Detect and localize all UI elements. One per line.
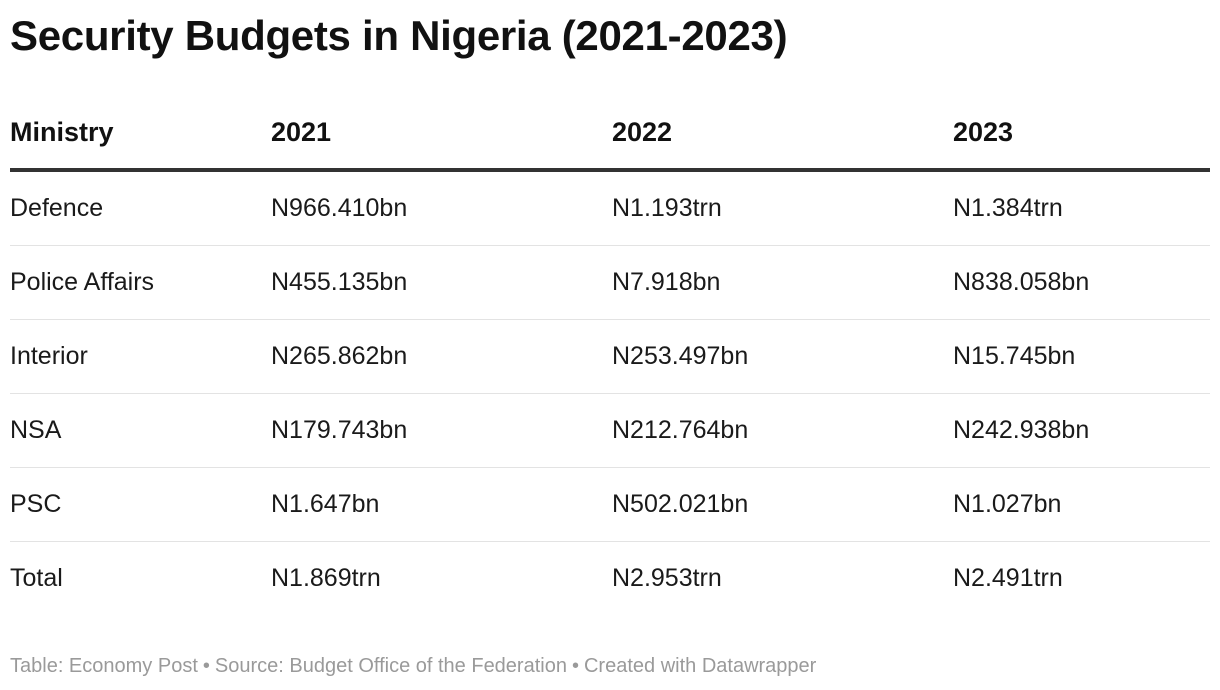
table-row: Defence N966.410bn N1.193trn N1.384trn bbox=[10, 170, 1210, 246]
value-cell-2022: N7.918bn bbox=[612, 245, 953, 320]
value-cell-2023: N2.491trn bbox=[953, 564, 1063, 592]
value-cell-2022: N1.193trn bbox=[612, 170, 953, 246]
value-cell-2021: N966.410bn bbox=[271, 170, 612, 246]
value-cell-2022: N253.497bn bbox=[612, 319, 953, 394]
ministry-cell: Total bbox=[10, 564, 63, 592]
value-cell-2021: N179.743bn bbox=[271, 393, 612, 468]
datawrapper-credit[interactable]: Created with Datawrapper bbox=[583, 655, 817, 677]
column-header-2022[interactable]: 2022 bbox=[612, 97, 953, 172]
table-row: Police Affairs N455.135bn N7.918bn N838.… bbox=[10, 245, 1210, 320]
value-cell-2022: N2.953trn bbox=[612, 564, 722, 592]
ministry-cell: PSC bbox=[10, 467, 271, 542]
column-header-ministry[interactable]: Ministry bbox=[10, 97, 271, 172]
ministry-cell: Defence bbox=[10, 170, 271, 246]
value-cell-2021: N455.135bn bbox=[271, 245, 612, 320]
table-row: PSC N1.647bn N502.021bn N1.027bn bbox=[10, 467, 1210, 542]
ministry-cell: Police Affairs bbox=[10, 245, 271, 320]
value-cell-2023: N1.027bn bbox=[953, 467, 1210, 542]
value-cell-2022: N212.764bn bbox=[612, 393, 953, 468]
table-credit: Table: Economy Post bbox=[10, 655, 198, 677]
value-cell-2023: N1.384trn bbox=[953, 170, 1210, 246]
chart-title: Security Budgets in Nigeria (2021-2023) bbox=[10, 12, 788, 59]
table-row: NSA N179.743bn N212.764bn N242.938bn bbox=[10, 393, 1210, 468]
value-cell-2021: N265.862bn bbox=[271, 319, 612, 394]
footer-separator: • bbox=[571, 655, 579, 677]
column-header-2021[interactable]: 2021 bbox=[271, 97, 612, 172]
table-row-total: Total N1.869trn N2.953trn N2.491trn bbox=[10, 542, 1210, 616]
table-header-row: Ministry 2021 2022 2023 bbox=[10, 97, 1210, 172]
column-header-2023[interactable]: 2023 bbox=[953, 97, 1210, 172]
ministry-cell: NSA bbox=[10, 393, 271, 468]
source-credit: Source: Budget Office of the Federation bbox=[214, 655, 567, 677]
footer-separator: • bbox=[202, 655, 210, 677]
chart-footer: Table: Economy Post • Source: Budget Offic… bbox=[10, 654, 816, 678]
value-cell-2023: N242.938bn bbox=[953, 393, 1210, 468]
value-cell-2023: N15.745bn bbox=[953, 319, 1210, 394]
value-cell-2021: N1.869trn bbox=[271, 564, 381, 592]
value-cell-2021: N1.647bn bbox=[271, 467, 612, 542]
budget-table: Ministry 2021 2022 2023 Defence N966.410… bbox=[10, 97, 1210, 615]
value-cell-2023: N838.058bn bbox=[953, 245, 1210, 320]
value-cell-2022: N502.021bn bbox=[612, 467, 953, 542]
ministry-cell: Interior bbox=[10, 319, 271, 394]
table-row: Interior N265.862bn N253.497bn N15.745bn bbox=[10, 319, 1210, 394]
